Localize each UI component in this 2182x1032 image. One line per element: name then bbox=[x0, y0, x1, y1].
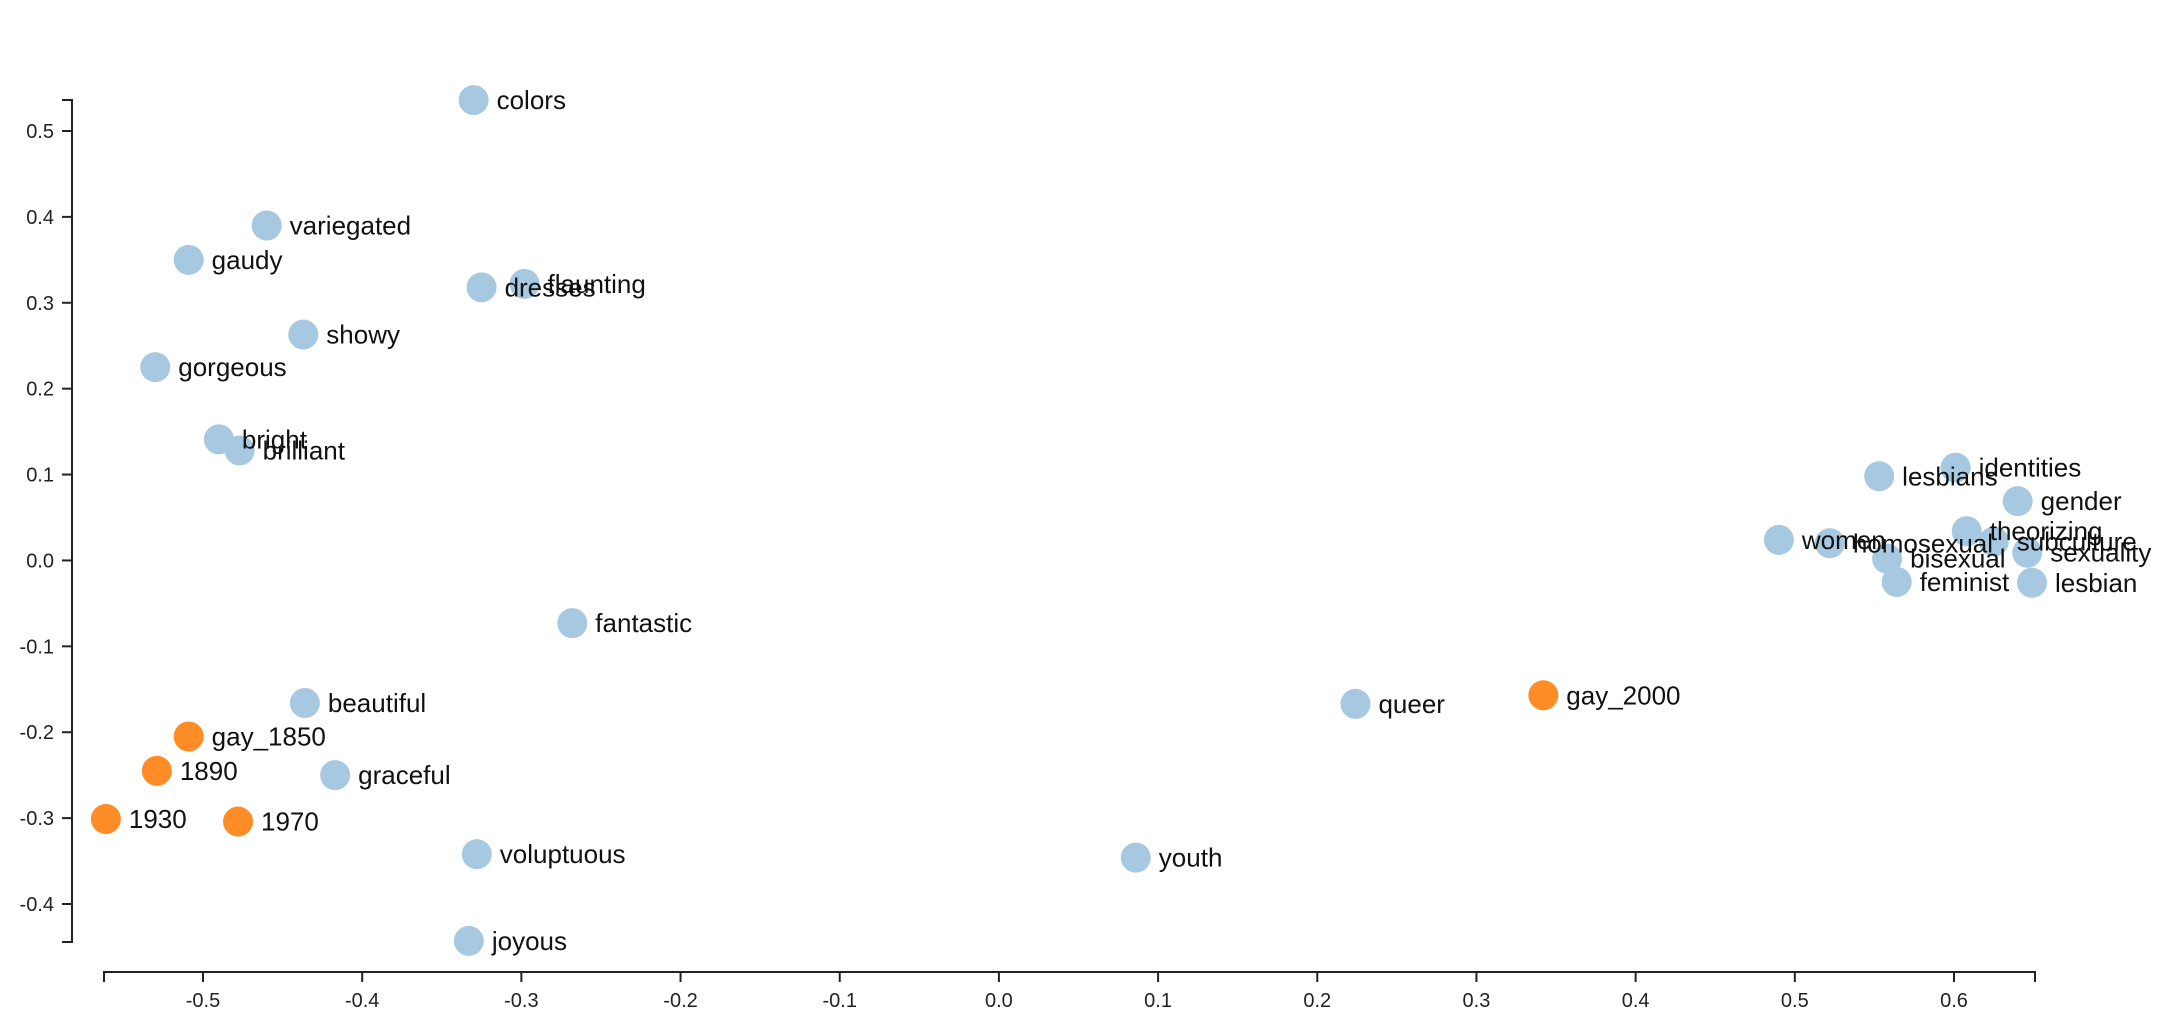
point-label: 1930 bbox=[129, 804, 187, 834]
y-tick-label: 0.4 bbox=[26, 207, 54, 229]
point-label: joyous bbox=[491, 926, 567, 956]
point-label: fantastic bbox=[595, 608, 692, 638]
word-point bbox=[173, 244, 204, 275]
point-label: gender bbox=[2041, 486, 2122, 516]
word-point bbox=[2012, 537, 2043, 568]
word-point bbox=[1881, 566, 1912, 597]
x-axis-line bbox=[103, 971, 2036, 982]
point-label: variegated bbox=[290, 210, 411, 240]
point-label: bisexual bbox=[1910, 544, 2005, 574]
x-tick-label: -0.2 bbox=[663, 990, 697, 1012]
point-label: brilliant bbox=[263, 436, 346, 466]
word-point bbox=[466, 272, 497, 303]
y-tick-label: 0.0 bbox=[26, 550, 54, 572]
word-point bbox=[1763, 524, 1794, 555]
word-point bbox=[1951, 516, 1982, 547]
point-label: voluptuous bbox=[500, 839, 626, 869]
point-label: gaudy bbox=[212, 245, 283, 275]
point-label: 1970 bbox=[261, 807, 319, 837]
x-tick-label: -0.4 bbox=[345, 990, 379, 1012]
point-label: colors bbox=[497, 85, 566, 115]
point-label: showy bbox=[326, 320, 400, 350]
x-tick-label: 0.4 bbox=[1622, 990, 1650, 1012]
y-tick-label: -0.1 bbox=[20, 636, 54, 658]
highlight-point bbox=[173, 721, 204, 752]
point-label: lesbian bbox=[2055, 568, 2137, 598]
x-tick-label: 0.0 bbox=[985, 990, 1013, 1012]
word-point bbox=[289, 688, 320, 719]
highlight-point bbox=[141, 755, 172, 786]
point-label: feminist bbox=[1920, 567, 2010, 597]
x-tick-label: 0.5 bbox=[1781, 990, 1809, 1012]
point-label: flaunting bbox=[548, 269, 646, 299]
word-point bbox=[1864, 461, 1895, 492]
point-label: gay_2000 bbox=[1566, 680, 1680, 710]
x-tick-label: -0.5 bbox=[186, 990, 220, 1012]
word-point bbox=[320, 760, 351, 791]
point-label: graceful bbox=[358, 760, 451, 790]
word-point bbox=[453, 925, 484, 956]
point-label: homosexual bbox=[1853, 528, 1993, 558]
word-point bbox=[1340, 688, 1371, 719]
y-tick-label: 0.5 bbox=[26, 121, 54, 143]
x-tick-label: 0.1 bbox=[1144, 990, 1172, 1012]
word-point bbox=[224, 435, 255, 466]
y-axis: 0.5 0.4 0.3 0.2 0.1 0.0 -0.1 -0.2 -0.3 -0.4 bbox=[20, 99, 73, 943]
point-label: gorgeous bbox=[178, 352, 286, 382]
highlight-point bbox=[1528, 680, 1559, 711]
word-point bbox=[509, 268, 540, 299]
point-label: 1890 bbox=[180, 756, 238, 786]
word-point bbox=[2002, 486, 2033, 517]
point-label: women bbox=[1801, 525, 1886, 555]
word-point bbox=[461, 839, 492, 870]
word-point bbox=[1978, 526, 2009, 557]
y-axis-line bbox=[62, 99, 73, 943]
point-label: theorizing bbox=[1990, 516, 2103, 546]
point-label: youth bbox=[1159, 843, 1223, 873]
point-label: bright bbox=[242, 424, 308, 454]
highlight-point bbox=[90, 803, 121, 834]
y-tick-label: 0.1 bbox=[26, 465, 54, 487]
data-points bbox=[90, 85, 2047, 956]
x-tick-label: 0.2 bbox=[1303, 990, 1331, 1012]
x-axis: -0.5 -0.4 -0.3 -0.2 -0.1 0.0 0.1 0.2 0.3 0.4 0.5 0.… bbox=[103, 971, 2036, 1012]
point-label: sexuality bbox=[2050, 538, 2151, 568]
word-point bbox=[2016, 567, 2047, 598]
point-label: beautiful bbox=[328, 688, 426, 718]
word-point bbox=[288, 319, 319, 350]
word-point bbox=[1940, 452, 1971, 483]
y-tick-label: -0.3 bbox=[20, 808, 54, 830]
point-label: subculture bbox=[2017, 527, 2137, 557]
word-point bbox=[458, 85, 489, 116]
x-tick-label: 0.6 bbox=[1940, 990, 1968, 1012]
x-tick-label: -0.1 bbox=[822, 990, 856, 1012]
word-point bbox=[251, 210, 282, 241]
point-label: dresses bbox=[505, 272, 596, 302]
word-point bbox=[1814, 528, 1845, 559]
x-tick-label: 0.3 bbox=[1463, 990, 1491, 1012]
word-point bbox=[140, 352, 171, 383]
point-label: gay_1850 bbox=[212, 722, 326, 752]
y-tick-label: -0.2 bbox=[20, 722, 54, 744]
y-tick-label: 0.3 bbox=[26, 293, 54, 315]
y-tick-label: 0.2 bbox=[26, 379, 54, 401]
word-point bbox=[1872, 543, 1903, 574]
word-point bbox=[557, 608, 588, 639]
y-tick-label: -0.4 bbox=[20, 894, 54, 916]
x-tick-label: -0.3 bbox=[504, 990, 538, 1012]
point-label: lesbians bbox=[1902, 461, 1997, 491]
word-point bbox=[1120, 842, 1151, 873]
point-label: queer bbox=[1378, 689, 1445, 719]
point-label: identities bbox=[1979, 453, 2082, 483]
highlight-point bbox=[223, 806, 254, 837]
